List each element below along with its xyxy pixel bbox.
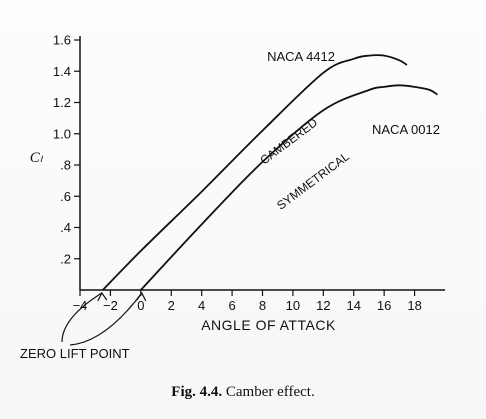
caption-text: Camber effect.: [225, 384, 315, 400]
x-tick-label: 0: [137, 298, 144, 313]
symmetrical-annotation: SYMMETRICAL: [274, 149, 352, 213]
zero-lift-arrowhead-right: [136, 291, 147, 302]
series-label-naca-0012: NACA 0012: [372, 122, 440, 137]
series-line-naca-0012: [140, 84, 438, 291]
figure-caption: Fig. 4.4. Camber effect.: [0, 384, 486, 401]
ticks: −4 −2 0 2 4 6 8 10 12 14 16 18 .2 .4 .6 .8 1.0 1.2 1.4 1.6: [53, 33, 422, 314]
chart: −4 −2 0 2 4 6 8 10 12 14 16 18.2.4.6.81.01.21.41.6 …: [20, 33, 445, 361]
y-tick-label: .2: [60, 251, 71, 266]
y-tick-label: 1.2: [53, 95, 71, 110]
series-line-naca-4412: [102, 54, 408, 291]
x-tick-label: 14: [347, 298, 361, 313]
y-axis-label: Cₗ: [30, 150, 44, 166]
x-axis-label: ANGLE OF ATTACK: [201, 317, 336, 333]
zero-lift-arrowhead-left: [97, 291, 108, 302]
zero-lift-label: ZERO LIFT POINT: [20, 346, 130, 361]
zero-lift-arrow-right: [69, 292, 143, 346]
y-tick-label: .6: [60, 189, 71, 204]
labels: ANGLE OF ATTACK Cₗ NACA 4412 NACA 0012 CAMBE…: [20, 49, 440, 361]
x-tick-label: 6: [228, 298, 235, 313]
x-tick-label: 4: [198, 298, 205, 313]
x-tick-label: 16: [377, 298, 391, 313]
x-tick-label: 18: [407, 298, 421, 313]
x-tick-label: 2: [168, 298, 175, 313]
y-tick-label: 1.6: [53, 33, 71, 48]
y-tick-label: 1.4: [53, 64, 71, 79]
caption-label: Fig. 4.4.: [171, 384, 223, 400]
x-tick-label: 8: [259, 298, 266, 313]
cambered-annotation: CAMBERED: [257, 115, 320, 167]
x-tick-label: −4: [73, 298, 88, 313]
y-tick-label: .4: [60, 220, 71, 235]
x-tick-label: 10: [286, 298, 300, 313]
x-tick-label: 12: [316, 298, 330, 313]
y-tick-label: .8: [60, 158, 71, 173]
y-tick-label: 1.0: [53, 126, 71, 141]
series-label-naca-4412: NACA 4412: [267, 49, 335, 64]
x-tick-label: −2: [103, 298, 118, 313]
zero-lift-arrow-left: [61, 292, 103, 343]
curves: [102, 54, 438, 291]
